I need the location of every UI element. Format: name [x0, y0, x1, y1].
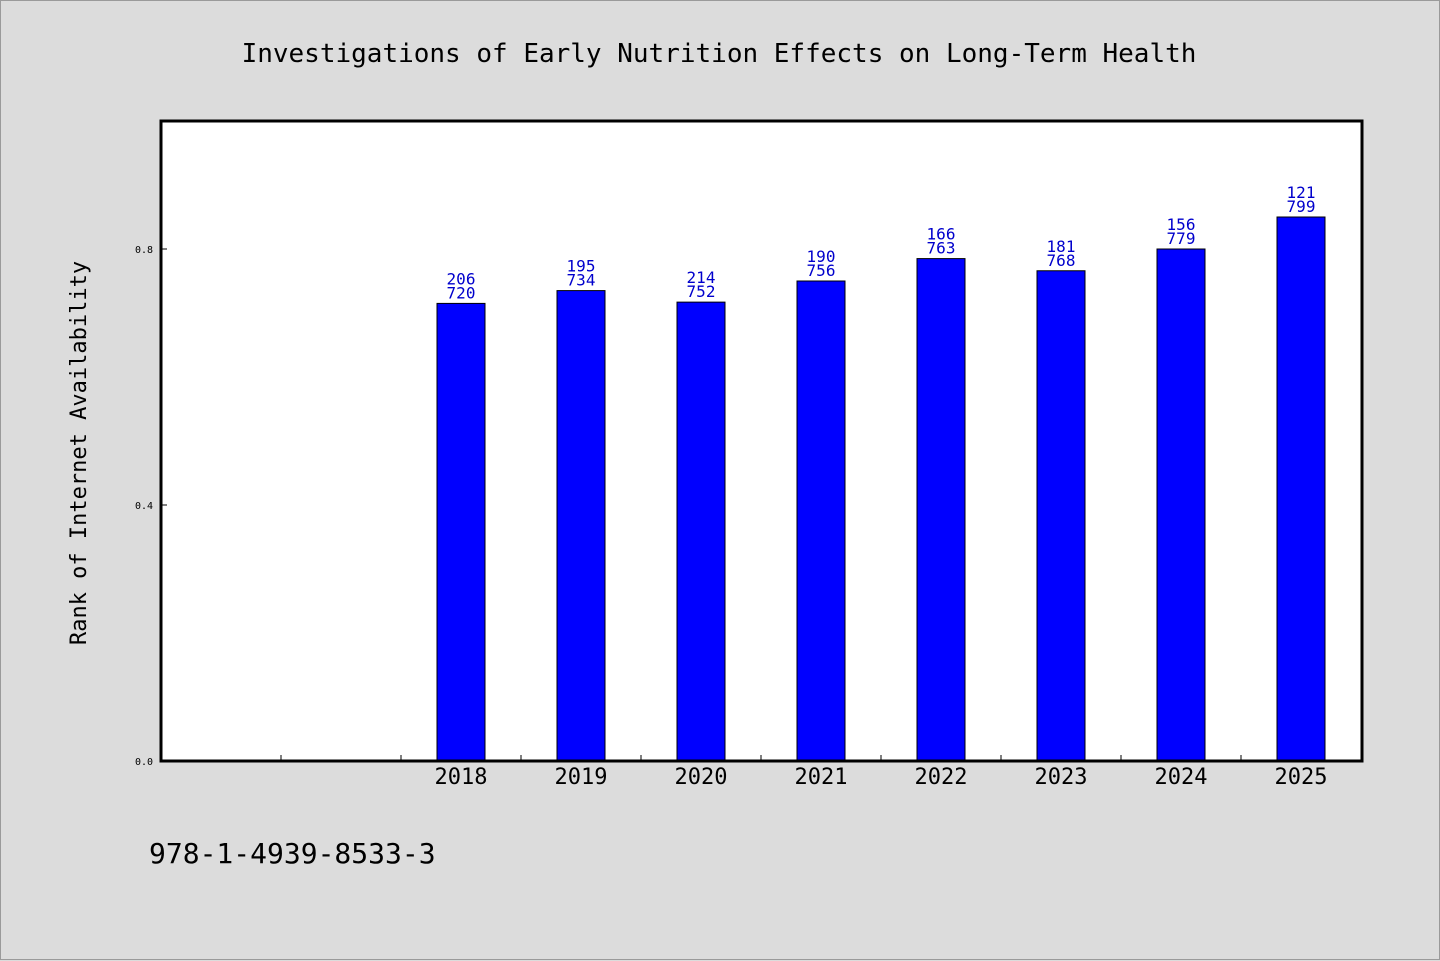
bar-label-bottom-2023: 768	[1047, 251, 1076, 270]
bar-2020	[676, 301, 726, 762]
x-axis-ticks: 2018 2019 2020 2021 2022 2023 2024 2025	[435, 765, 1328, 790]
bar-label-top-2023: 181	[1047, 237, 1076, 256]
x-tick-label-2020: 2020	[675, 765, 728, 790]
bar-2023	[1036, 270, 1086, 762]
x-tick-label-2019: 2019	[555, 765, 608, 790]
plot-border	[159, 119, 1364, 763]
bar-label-bottom-2024: 779	[1167, 229, 1196, 248]
x-tick-label-2022: 2022	[915, 765, 968, 790]
x-tick-label-2023: 2023	[1035, 765, 1088, 790]
x-tick-label-2025: 2025	[1275, 765, 1328, 790]
bar-2019	[556, 290, 606, 762]
y-tick-label: 0.4	[135, 501, 153, 512]
y-axis-label: Rank of Internet Availability	[67, 261, 92, 645]
chart-title: Investigations of Early Nutrition Effect…	[242, 39, 1197, 69]
x-tick-label-2018: 2018	[435, 765, 488, 790]
y-tick-label: 0.8	[135, 245, 153, 256]
bar-2022	[916, 258, 966, 762]
isbn-footnote: 978-1-4939-8533-3	[149, 837, 436, 870]
bar-label-top-2021: 190	[807, 247, 836, 266]
bar-label-bottom-2019: 734	[567, 271, 596, 290]
bar-label-top-2022: 166	[927, 225, 956, 244]
bar-2021	[796, 280, 846, 762]
bar-label-bottom-2022: 763	[927, 239, 956, 258]
bar-2024	[1156, 248, 1206, 762]
x-tick-label-2021: 2021	[795, 765, 848, 790]
x-tick-label-2024: 2024	[1155, 765, 1208, 790]
bar-label-bottom-2020: 752	[687, 282, 716, 301]
bar-label-top-2025: 121	[1287, 183, 1316, 202]
bar-label-bottom-2021: 756	[807, 261, 836, 280]
bar-2025	[1276, 216, 1326, 762]
bar-label-top-2020: 214	[687, 268, 716, 287]
bar-label-top-2018: 206	[447, 269, 476, 288]
bar-label-bottom-2018: 720	[447, 283, 476, 302]
bar-2018	[436, 302, 486, 762]
bar-label-top-2019: 195	[567, 257, 596, 276]
bar-label-bottom-2025: 799	[1287, 197, 1316, 216]
y-tick-label: 0.0	[135, 757, 153, 768]
bar-label-top-2024: 156	[1167, 215, 1196, 234]
